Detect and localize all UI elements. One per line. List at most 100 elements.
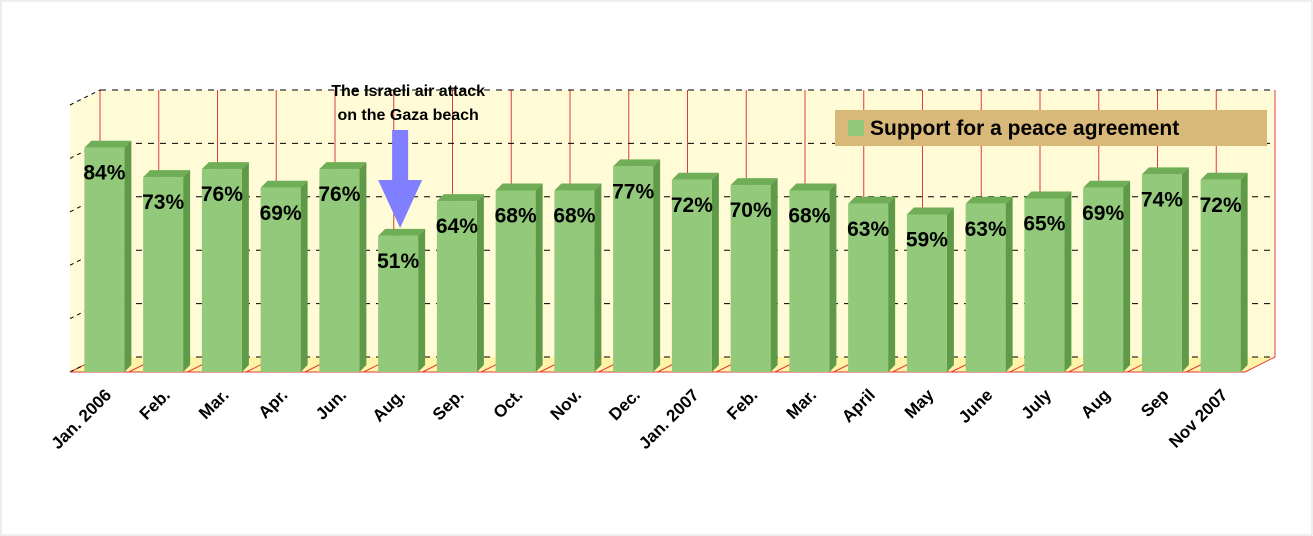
- bar-front: [143, 177, 184, 372]
- bar-top: [965, 196, 1013, 204]
- bar-side: [653, 159, 661, 372]
- bar-front: [730, 185, 771, 372]
- bar-side: [535, 183, 543, 372]
- bar-top: [1024, 191, 1072, 199]
- bar-side: [241, 162, 249, 372]
- bar-front: [965, 203, 1006, 372]
- bar-top: [378, 228, 426, 236]
- bar-front: [554, 190, 595, 372]
- bar-top: [906, 207, 954, 215]
- bar-front: [319, 169, 360, 372]
- bar: [378, 228, 426, 372]
- bar-front: [436, 201, 477, 372]
- bar-front: [201, 169, 242, 372]
- bar-front: [906, 214, 947, 372]
- bar-front: [495, 190, 536, 372]
- legend-box: [835, 110, 1267, 146]
- legend-swatch: [848, 120, 864, 136]
- bar-top: [260, 180, 308, 188]
- value-label: 74%: [1141, 188, 1183, 211]
- bar-top: [613, 159, 661, 167]
- floor-divider: [1244, 356, 1276, 373]
- bar-top: [143, 170, 191, 178]
- bar-front: [1083, 187, 1124, 372]
- bar: [906, 207, 954, 372]
- bar: [1024, 191, 1072, 372]
- value-label: 68%: [788, 204, 830, 227]
- bar-top: [1200, 172, 1248, 180]
- bar: [965, 196, 1013, 372]
- bar-front: [84, 147, 125, 372]
- bar-side: [1240, 172, 1248, 372]
- value-label: 84%: [83, 162, 125, 185]
- bar-top: [319, 162, 367, 170]
- bar: [260, 180, 308, 372]
- bar-side: [829, 183, 837, 372]
- value-label: 65%: [1023, 212, 1065, 235]
- bar-front: [1024, 198, 1065, 372]
- legend-label: Support for a peace agreement: [870, 117, 1179, 140]
- bar-front: [378, 235, 419, 372]
- annotation: on the Gaza beach: [337, 107, 478, 124]
- bar-top: [848, 196, 896, 204]
- bar: [848, 196, 896, 372]
- bar: [1083, 180, 1131, 372]
- bar: [143, 170, 191, 372]
- grid-line-side: [69, 89, 101, 106]
- bar-side: [594, 183, 602, 372]
- bar: [201, 162, 249, 372]
- bar-top: [201, 162, 249, 170]
- bar: [319, 162, 367, 372]
- bar-front: [1200, 179, 1241, 372]
- value-label: 69%: [1082, 202, 1124, 225]
- value-label: 76%: [201, 183, 243, 206]
- value-label: 77%: [612, 180, 654, 203]
- bar: [495, 183, 543, 372]
- bar-top: [495, 183, 543, 191]
- value-label: 72%: [671, 194, 713, 217]
- bar-top: [730, 178, 778, 186]
- bar: [1141, 167, 1189, 372]
- value-label: 59%: [906, 228, 948, 251]
- bar-side: [1123, 180, 1131, 372]
- bar-side: [946, 207, 954, 372]
- bar-side: [300, 180, 308, 372]
- bar-top: [84, 140, 132, 148]
- bar-front: [671, 179, 712, 372]
- bar: [730, 178, 778, 372]
- bar-top: [554, 183, 602, 191]
- bar: [1200, 172, 1248, 372]
- bar: [789, 183, 837, 372]
- bar: [554, 183, 602, 372]
- bar-front: [260, 187, 301, 372]
- bar: [436, 194, 484, 372]
- bar-front: [789, 190, 830, 372]
- value-label: 69%: [260, 202, 302, 225]
- annotation-arrow: [378, 130, 423, 228]
- bar-front: [1141, 174, 1182, 372]
- bar: [671, 172, 719, 372]
- value-label: 73%: [142, 191, 184, 214]
- bar-side: [1181, 167, 1189, 372]
- bar: [84, 140, 132, 372]
- value-label: 76%: [318, 183, 360, 206]
- bar-top: [1141, 167, 1189, 175]
- bar-side: [1064, 191, 1072, 372]
- bar-side: [711, 172, 719, 372]
- bar-side: [183, 170, 191, 372]
- bar-side: [359, 162, 367, 372]
- bar-side: [1005, 196, 1013, 372]
- value-label: 63%: [847, 218, 889, 241]
- value-label: 63%: [965, 218, 1007, 241]
- bar-top: [436, 194, 484, 202]
- bar-side: [888, 196, 896, 372]
- value-label: 70%: [730, 199, 772, 222]
- bar-top: [789, 183, 837, 191]
- bar-side: [770, 178, 778, 372]
- value-label: 68%: [553, 204, 595, 227]
- value-label: 51%: [377, 250, 419, 273]
- bar-top: [1083, 180, 1131, 188]
- value-label: 72%: [1200, 194, 1242, 217]
- bar-side: [418, 228, 426, 372]
